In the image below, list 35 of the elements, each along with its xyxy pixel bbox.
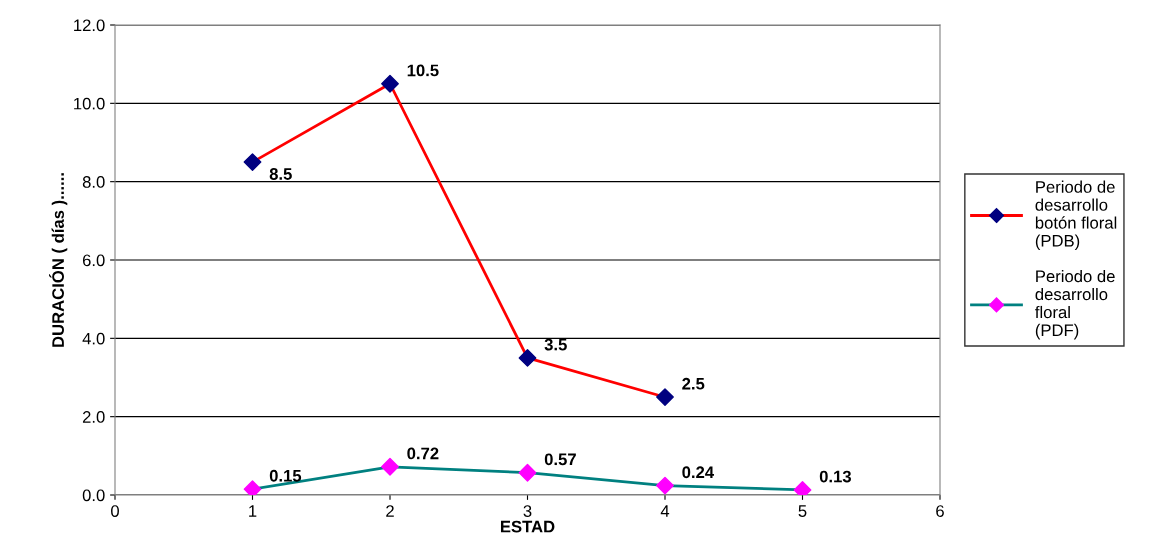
x-tick-label: 3 <box>523 505 532 517</box>
data-label: 0.13 <box>819 470 851 483</box>
x-axis-title: ESTAD <box>500 520 555 533</box>
y-tick-label: 10.0 <box>74 97 105 110</box>
y-tick-label: 12.0 <box>74 19 105 32</box>
y-tick-label: 8.0 <box>82 176 105 188</box>
x-tick-label: 0 <box>111 505 119 517</box>
legend-label: Periodo de desarrollo botón floral (PDB) <box>1035 180 1117 250</box>
y-tick-label: 2.0 <box>82 411 105 423</box>
y-tick-label: 4.0 <box>82 332 105 345</box>
data-label: 8.5 <box>269 168 292 180</box>
point <box>243 480 262 495</box>
y-tick-label: 6.0 <box>82 254 105 267</box>
point <box>381 74 399 93</box>
y-tick-label: 0.0 <box>82 489 105 502</box>
point <box>656 476 674 495</box>
x-tick-label: 2 <box>386 505 394 517</box>
legend-label: Periodo de desarrollo floral (PDF) <box>1035 270 1115 340</box>
x-tick-label: 4 <box>660 505 670 517</box>
data-label: 0.15 <box>269 469 302 482</box>
data-label: 2.5 <box>682 377 705 390</box>
x-tick-label: 6 <box>936 505 944 517</box>
data-label: 10.5 <box>407 64 439 77</box>
x-tick-label: 5 <box>798 505 807 517</box>
point <box>381 457 399 476</box>
data-label: 0.72 <box>407 447 439 460</box>
x-tick-label: 1 <box>249 505 257 517</box>
data-label: 0.57 <box>544 453 576 466</box>
point <box>518 349 537 367</box>
point <box>243 153 262 171</box>
y-axis-title: DURACIÓN ( días )...... <box>49 173 68 347</box>
data-label: 0.24 <box>682 466 715 479</box>
data-label: 3.5 <box>544 338 567 351</box>
point <box>656 388 674 406</box>
point <box>518 463 537 482</box>
